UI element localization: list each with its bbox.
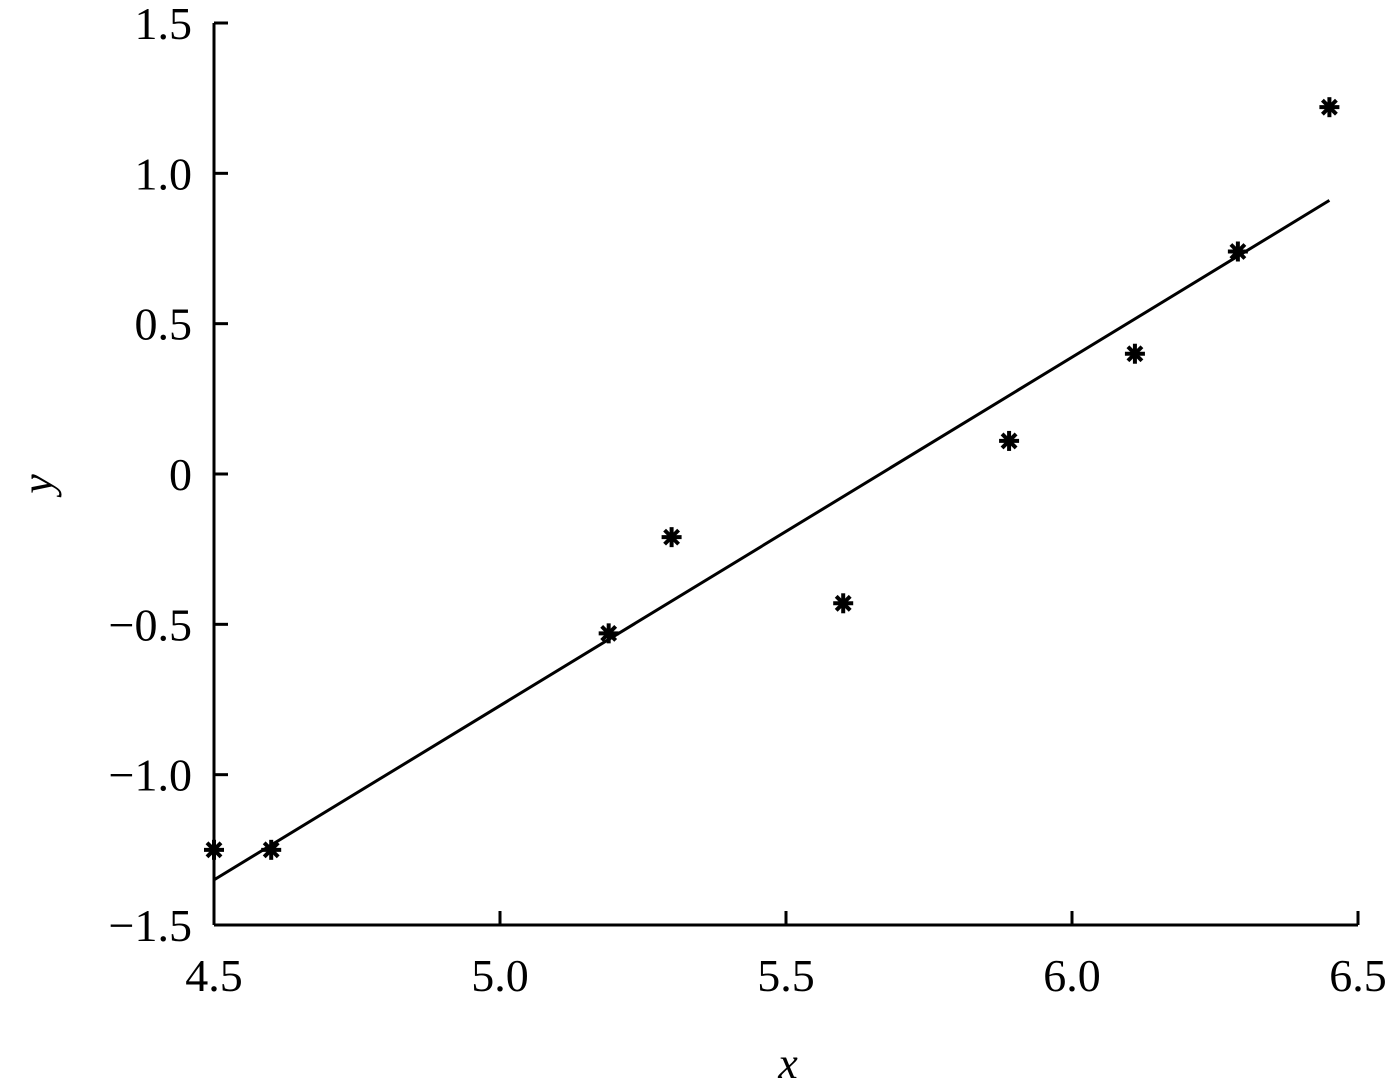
x-tick-label: 6.0 <box>1043 950 1101 1001</box>
data-point <box>598 623 619 644</box>
asterisk-stroke <box>1126 345 1144 363</box>
fit-line <box>213 199 1331 882</box>
asterisk-stroke <box>663 528 681 546</box>
y-tick-label: 0.5 <box>135 299 193 350</box>
asterisk-stroke <box>1320 98 1338 116</box>
data-point <box>833 593 854 614</box>
points <box>204 97 1340 860</box>
asterisk-stroke <box>262 841 280 859</box>
y-tick-label: 1.0 <box>135 148 193 199</box>
data-point <box>999 430 1020 451</box>
y-tick-label: −0.5 <box>109 599 192 650</box>
asterisk-stroke <box>1229 243 1247 260</box>
x-tick-label: 5.0 <box>471 950 529 1001</box>
data-point <box>661 527 682 548</box>
x-tick-label: 4.5 <box>185 950 243 1001</box>
x-axis-label: x <box>777 1039 798 1086</box>
data-point <box>204 839 224 860</box>
asterisk-stroke <box>834 594 852 612</box>
asterisk-stroke <box>600 624 618 642</box>
fit-line-group <box>213 199 1331 882</box>
y-tick-label: 1.5 <box>135 0 193 49</box>
y-tick-label: −1.5 <box>109 900 192 951</box>
axes <box>212 23 1358 927</box>
data-point <box>1227 241 1248 262</box>
asterisk-stroke <box>205 841 223 859</box>
x-tick-label: 6.5 <box>1329 950 1387 1001</box>
asterisk-stroke <box>1000 432 1018 450</box>
y-tick-label: −1.0 <box>109 750 192 801</box>
data-point <box>1124 343 1145 364</box>
data-point <box>261 839 282 860</box>
data-point <box>1319 97 1340 118</box>
ticks: 4.5 5.0 5.5 6.0 6.5 −1.5 −1.0 −0.5 0 0.5 1.0 1.5 <box>109 0 1387 1001</box>
y-axis-label: y <box>13 474 62 498</box>
x-tick-label: 5.5 <box>757 950 815 1001</box>
y-tick-label: 0 <box>169 449 192 500</box>
